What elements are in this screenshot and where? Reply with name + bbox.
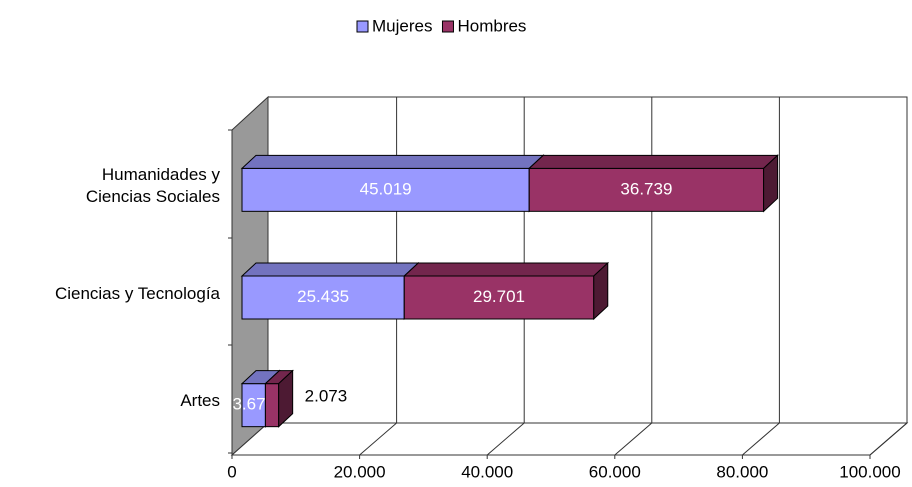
y-tick-label: Humanidades y Ciencias Sociales bbox=[85, 164, 220, 206]
data-label: 3.673 bbox=[232, 395, 275, 414]
bar bbox=[264, 383, 280, 428]
legend-swatch bbox=[441, 20, 454, 33]
bar-top bbox=[240, 262, 420, 277]
bar bbox=[241, 167, 530, 212]
grid-line bbox=[486, 422, 525, 456]
bar bbox=[528, 167, 765, 212]
legend-label: Mujeres bbox=[372, 16, 432, 35]
data-label: 29.701 bbox=[473, 287, 525, 306]
grid-line bbox=[742, 422, 780, 456]
bar-top bbox=[240, 154, 545, 169]
bar-top bbox=[403, 262, 610, 277]
grid-line bbox=[869, 422, 908, 456]
x-tick-label: 80.000 bbox=[716, 462, 768, 481]
bar-top bbox=[527, 154, 779, 169]
bar-side bbox=[593, 261, 609, 321]
bar-side bbox=[763, 154, 779, 213]
y-tick-label: Artes bbox=[180, 391, 220, 411]
legend-swatch bbox=[356, 20, 369, 33]
x-tick-label: 20.000 bbox=[334, 462, 386, 481]
grid-line bbox=[359, 422, 397, 456]
data-label: 25.435 bbox=[297, 287, 349, 306]
data-label: 36.739 bbox=[620, 179, 672, 198]
x-tick-label: 40.000 bbox=[461, 462, 513, 481]
floor bbox=[230, 422, 909, 456]
back-wall bbox=[268, 96, 908, 423]
y-tick-label: Ciencias y Tecnología bbox=[54, 283, 220, 303]
grid-line bbox=[614, 422, 653, 456]
bar bbox=[403, 275, 595, 320]
bar bbox=[241, 275, 405, 320]
data-label: 45.019 bbox=[360, 179, 412, 198]
x-tick-label: 100.000 bbox=[839, 462, 900, 481]
x-tick-label: 60.000 bbox=[589, 462, 641, 481]
data-label: 2.073 bbox=[305, 387, 348, 406]
legend-label: Hombres bbox=[457, 16, 526, 35]
bar-side bbox=[278, 369, 294, 428]
x-tick-label: 0 bbox=[227, 462, 236, 481]
